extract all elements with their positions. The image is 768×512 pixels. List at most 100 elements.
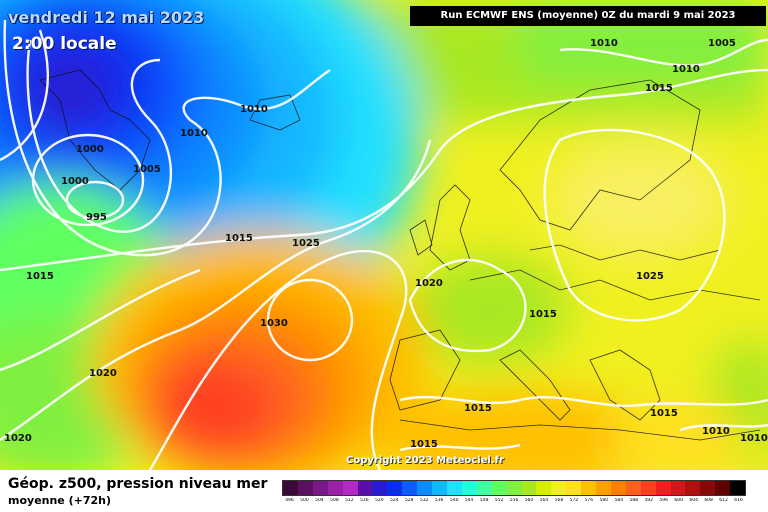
pressure-label: 1020 (4, 433, 32, 444)
legend-swatch (625, 481, 641, 495)
legend-tick-label: 540 (449, 498, 459, 503)
pressure-labels: 1010 1005 1010 1015 1010 1010 1000 1005 … (4, 38, 768, 450)
pressure-label: 1010 (702, 426, 730, 437)
isobar-1015 (0, 68, 768, 272)
legend-swatch (506, 481, 522, 495)
legend-swatch (715, 481, 731, 495)
legend-tick-label: 564 (539, 498, 549, 503)
legend-tick-label: 560 (524, 498, 534, 503)
pressure-label: 1000 (61, 176, 89, 187)
legend-swatch (372, 481, 388, 495)
legend-tick-label: 568 (554, 498, 564, 503)
isobar-1010 (3, 19, 331, 257)
legend-ticks: 496 500 504 508 512 516 520 524 528 532 536 540 544 5… (282, 498, 746, 510)
legend-swatch (446, 481, 462, 495)
legend-tick-label: 596 (659, 498, 668, 503)
legend-tick-label: 520 (375, 498, 384, 503)
legend-tick-label: 516 (360, 498, 369, 503)
legend-tick-label: 504 (315, 498, 324, 503)
pressure-label: 1005 (708, 38, 736, 49)
legend-swatch (670, 481, 686, 495)
isobar-1010-south (679, 423, 768, 432)
legend-tick-label: 544 (464, 498, 474, 503)
isobar-995 (65, 180, 125, 220)
legend-swatch (551, 481, 567, 495)
legend-tick-label: 604 (689, 498, 698, 503)
legend-swatch (596, 481, 611, 495)
forecast-map: 1010 1005 1010 1015 1010 1010 1000 1005 … (0, 0, 768, 470)
legend-swatch (357, 481, 373, 495)
footer: Géop. z500, pression niveau mer moyenne … (0, 470, 768, 512)
pressure-label: 1015 (529, 309, 557, 320)
isobar-1025 (148, 249, 408, 470)
legend-tick-label: 580 (599, 498, 609, 503)
geopotential-field (0, 0, 768, 470)
legend-swatch (417, 481, 433, 495)
isobar-1015-south2 (399, 443, 521, 452)
pressure-label: 1030 (260, 318, 288, 329)
pressure-label: 1015 (645, 83, 673, 94)
legend-tick-label: 508 (330, 498, 339, 503)
legend-tick-label: 616 (734, 498, 743, 503)
legend-tick-label: 536 (434, 498, 444, 503)
legend-swatch (387, 481, 403, 495)
run-banner: Run ECMWF ENS (moyenne) 0Z du mardi 9 ma… (410, 6, 766, 26)
isobar-1010-north (559, 38, 768, 67)
legend-swatch (491, 481, 507, 495)
legend-swatch (521, 481, 537, 495)
legend-swatch (640, 481, 656, 495)
legend-swatches (282, 480, 746, 496)
pressure-label: 995 (86, 212, 107, 223)
legend-swatch (342, 481, 358, 495)
legend-swatch (655, 481, 671, 495)
legend-tick-label: 532 (419, 498, 429, 503)
pressure-label: 1015 (26, 271, 54, 282)
pressure-label: 1020 (415, 278, 443, 289)
legend-tick-label: 612 (719, 498, 728, 503)
legend-swatch (297, 481, 313, 495)
legend-swatch (685, 481, 701, 495)
isobars (0, 19, 768, 470)
forecast-time: 2:00 locale (12, 34, 117, 54)
pressure-label: 1020 (89, 368, 117, 379)
legend-swatch (432, 481, 447, 495)
footer-title: Géop. z500, pression niveau mer (8, 476, 268, 492)
pressure-label: 1010 (180, 128, 208, 139)
isobar-1005 (26, 39, 172, 233)
isobar-1020 (0, 139, 432, 441)
footer-subtitle: moyenne (+72h) (8, 494, 112, 507)
legend-tick-label: 600 (674, 498, 683, 503)
isobar-1025-europe (543, 128, 726, 322)
pressure-label: 1010 (240, 104, 268, 115)
pressure-label: 1015 (464, 403, 492, 414)
legend-tick-label: 588 (629, 498, 639, 503)
legend-tick-label: 572 (569, 498, 579, 503)
legend-tick-label: 528 (404, 498, 414, 503)
legend-tick-label: 496 (285, 498, 294, 503)
legend-tick-label: 584 (614, 498, 624, 503)
isobar-1030 (266, 278, 354, 362)
pressure-label: 1025 (292, 238, 320, 249)
pressure-label: 1015 (410, 439, 438, 450)
legend-swatch (476, 481, 492, 495)
legend-swatch (581, 481, 597, 495)
isobar-1020b (0, 268, 201, 372)
legend-tick-label: 576 (584, 498, 594, 503)
legend-swatch (283, 481, 298, 495)
legend-tick-label: 512 (345, 498, 354, 503)
pressure-label: 1010 (590, 38, 618, 49)
legend-swatch (730, 481, 746, 495)
pressure-label: 1000 (76, 144, 104, 155)
pressure-label: 1015 (650, 408, 678, 419)
legend-tick-label: 552 (494, 498, 504, 503)
legend-swatch (536, 481, 552, 495)
legend-swatch (700, 481, 716, 495)
isobar-1015b (0, 29, 49, 162)
pressure-label: 1010 (672, 64, 700, 75)
legend-tick-label: 500 (300, 498, 309, 503)
pressure-label: 1025 (636, 271, 664, 282)
legend-swatch (327, 481, 343, 495)
legend-swatch (566, 481, 582, 495)
isobar-1020-europe (408, 258, 527, 353)
legend-tick-label: 548 (479, 498, 489, 503)
